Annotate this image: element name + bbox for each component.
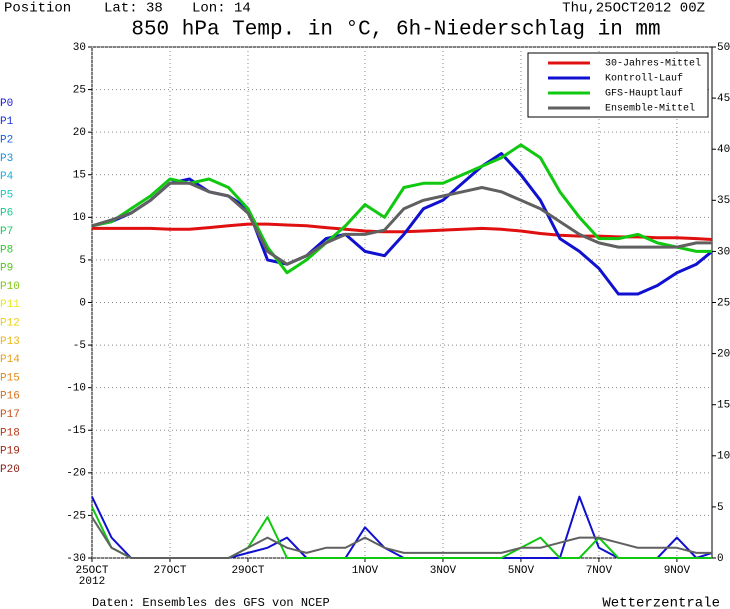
- member-label: P5: [0, 189, 13, 201]
- x-year-label: 2012: [79, 576, 105, 588]
- member-label: P16: [0, 391, 20, 403]
- legend-label: Kontroll-Lauf: [605, 73, 683, 85]
- y-tick-label: 30: [73, 42, 86, 54]
- member-label: P9: [0, 263, 13, 275]
- y2-tick-label: 35: [717, 195, 730, 207]
- member-label: P10: [0, 281, 20, 293]
- y-tick-label: 5: [79, 255, 86, 267]
- member-label: P8: [0, 244, 13, 256]
- y2-tick-label: 25: [717, 297, 730, 309]
- y2-tick-label: 0: [717, 553, 724, 565]
- x-tick-label: 25OCT: [75, 565, 108, 577]
- member-label: P1: [0, 116, 14, 128]
- y-tick-label: -20: [66, 468, 86, 480]
- member-label: P15: [0, 372, 20, 384]
- y2-tick-label: 15: [717, 400, 730, 412]
- run-time: Thu,25OCT2012 00Z: [562, 1, 705, 17]
- y-tick-label: -5: [73, 340, 86, 352]
- legend-label: GFS-Hauptlauf: [605, 88, 683, 100]
- y2-tick-label: 20: [717, 349, 730, 361]
- y2-tick-label: 30: [717, 246, 730, 258]
- y-tick-label: 15: [73, 170, 86, 182]
- x-tick-label: 27OCT: [153, 565, 186, 577]
- y2-tick-label: 10: [717, 451, 730, 463]
- member-label: P18: [0, 427, 20, 439]
- x-tick-label: 7NOV: [586, 565, 613, 577]
- footer-brand: Wetterzentrale: [602, 596, 720, 609]
- chart-title: 850 hPa Temp. in °C, 6h-Niederschlag in …: [131, 19, 660, 42]
- y2-tick-label: 50: [717, 42, 730, 54]
- member-label: P19: [0, 446, 20, 458]
- x-tick-label: 9NOV: [664, 565, 691, 577]
- x-tick-label: 29OCT: [231, 565, 264, 577]
- member-label: P20: [0, 464, 20, 476]
- y-tick-label: 20: [73, 127, 86, 139]
- x-tick-label: 1NOV: [352, 565, 379, 577]
- y-tick-label: 10: [73, 212, 86, 224]
- member-label: P14: [0, 354, 20, 366]
- y-tick-label: -30: [66, 553, 86, 565]
- member-label: P13: [0, 336, 20, 348]
- member-label: P2: [0, 135, 13, 147]
- latitude: Lat: 38: [104, 1, 163, 17]
- longitude: Lon: 14: [192, 1, 251, 17]
- member-label: P7: [0, 226, 13, 238]
- position-label: Position: [4, 1, 71, 17]
- y-tick-label: -10: [66, 383, 86, 395]
- footer-source: Daten: Ensembles des GFS von NCEP: [92, 596, 330, 609]
- precip-line: [91, 506, 712, 559]
- member-label: P3: [0, 153, 13, 165]
- member-label: P0: [0, 98, 13, 110]
- x-tick-label: 3NOV: [430, 565, 457, 577]
- member-label: P4: [0, 171, 14, 183]
- y2-tick-label: 40: [717, 144, 730, 156]
- series-line: [92, 222, 713, 241]
- y2-tick-label: 5: [717, 502, 724, 514]
- y-tick-label: -15: [66, 425, 86, 437]
- series-line: [91, 143, 712, 275]
- member-label: P11: [0, 299, 20, 311]
- member-label: P17: [0, 409, 20, 421]
- x-tick-label: 5NOV: [508, 565, 535, 577]
- legend-label: Ensemble-Mittel: [605, 103, 695, 115]
- precip-line: [91, 516, 712, 559]
- precip-line: [91, 495, 713, 559]
- member-label: P12: [0, 318, 20, 330]
- y-tick-label: 0: [79, 297, 86, 309]
- y-tick-label: 25: [73, 84, 86, 96]
- y2-tick-label: 45: [717, 93, 730, 105]
- legend-label: 30-Jahres-Mittel: [605, 58, 701, 70]
- member-label: P6: [0, 208, 13, 220]
- y-tick-label: -25: [66, 510, 86, 522]
- series-line: [91, 181, 712, 266]
